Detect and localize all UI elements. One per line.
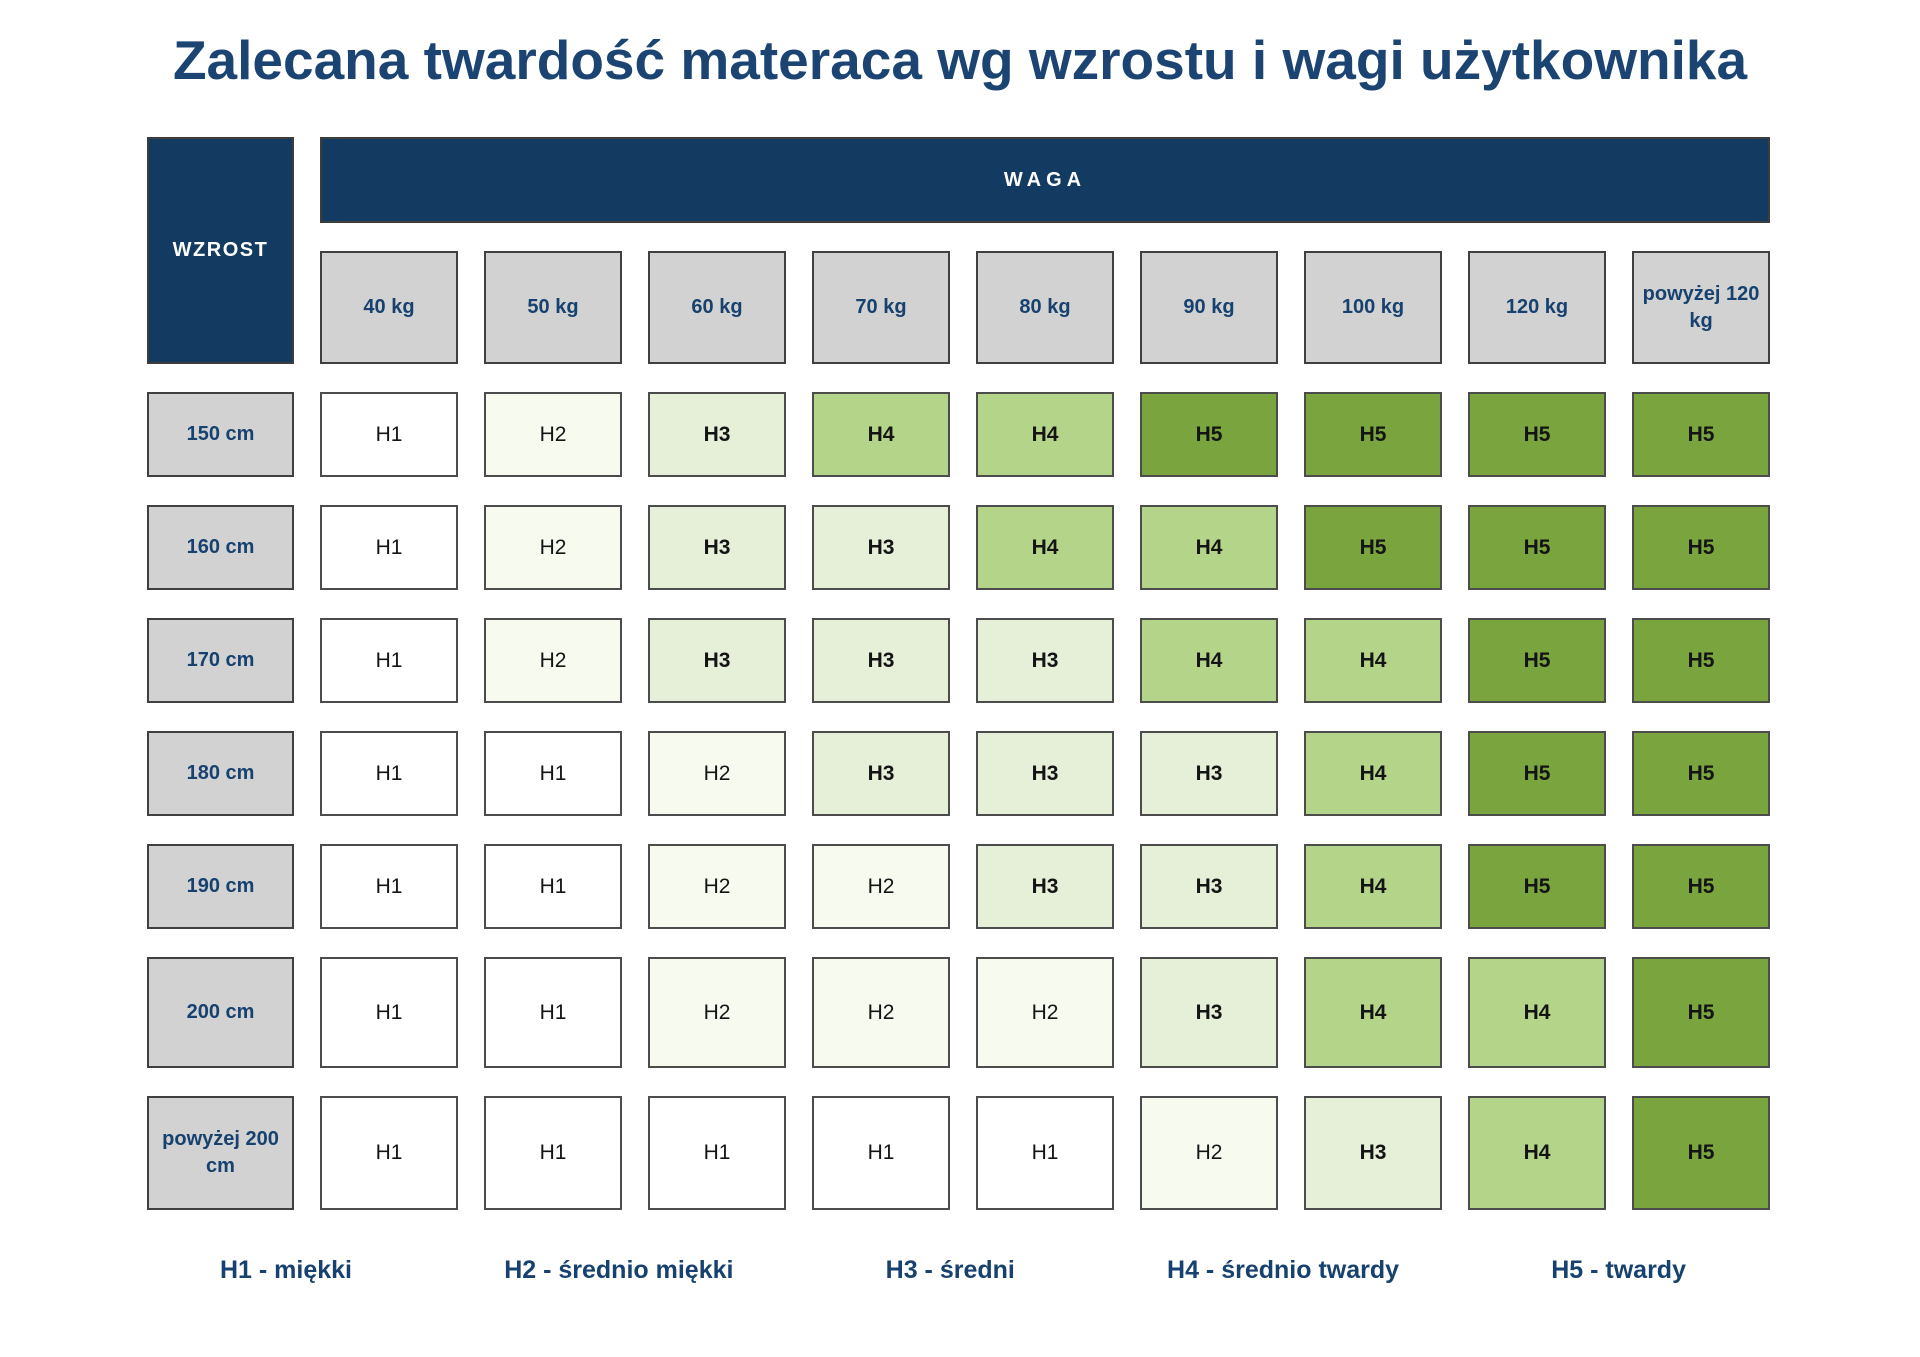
- firmness-cell: H1: [648, 1096, 786, 1210]
- weight-column-header: 100 kg: [1304, 251, 1442, 364]
- height-row-header: 170 cm: [147, 618, 294, 703]
- firmness-cell: H5: [1468, 844, 1606, 929]
- firmness-cell: H1: [320, 731, 458, 816]
- firmness-cell: H5: [1468, 731, 1606, 816]
- weight-column-header: powyżej 120 kg: [1632, 251, 1770, 364]
- legend-item: H4 - średnio twardy: [1167, 1256, 1400, 1284]
- firmness-cell: H4: [1140, 618, 1278, 703]
- firmness-cell: H3: [812, 618, 950, 703]
- legend-item: H1 - miękki: [220, 1256, 353, 1284]
- firmness-cell: H5: [1304, 392, 1442, 477]
- firmness-cell: H3: [648, 618, 786, 703]
- firmness-cell: H2: [1140, 1096, 1278, 1210]
- firmness-cell: H5: [1632, 957, 1770, 1068]
- firmness-cell: H1: [484, 844, 622, 929]
- firmness-cell: H2: [976, 957, 1114, 1068]
- firmness-cell: H2: [648, 731, 786, 816]
- firmness-cell: H4: [1140, 505, 1278, 590]
- firmness-cell: H5: [1468, 505, 1606, 590]
- firmness-cell: H1: [976, 1096, 1114, 1210]
- weight-axis-header: WAGA: [320, 137, 1770, 223]
- firmness-cell: H1: [320, 1096, 458, 1210]
- firmness-cell: H1: [484, 1096, 622, 1210]
- firmness-cell: H1: [320, 844, 458, 929]
- firmness-cell: H4: [976, 392, 1114, 477]
- weight-column-header: 80 kg: [976, 251, 1114, 364]
- weight-column-header: 40 kg: [320, 251, 458, 364]
- firmness-cell: H3: [648, 505, 786, 590]
- height-row-header: powyżej 200 cm: [147, 1096, 294, 1210]
- weight-column-header: 60 kg: [648, 251, 786, 364]
- height-row-header: 180 cm: [147, 731, 294, 816]
- firmness-cell: H3: [1140, 731, 1278, 816]
- firmness-cell: H3: [648, 392, 786, 477]
- firmness-cell: H3: [812, 505, 950, 590]
- weight-column-header: 90 kg: [1140, 251, 1278, 364]
- firmness-cell: H2: [812, 957, 950, 1068]
- firmness-cell: H1: [320, 957, 458, 1068]
- firmness-cell: H5: [1632, 505, 1770, 590]
- legend-item: H2 - średnio miękki: [504, 1256, 734, 1284]
- firmness-cell: H5: [1468, 392, 1606, 477]
- firmness-cell: H5: [1140, 392, 1278, 477]
- weight-column-header: 120 kg: [1468, 251, 1606, 364]
- firmness-cell: H3: [1140, 957, 1278, 1068]
- height-row-header: 190 cm: [147, 844, 294, 929]
- height-row-header: 200 cm: [147, 957, 294, 1068]
- page-title: Zalecana twardość materaca wg wzrostu i …: [172, 29, 1748, 91]
- firmness-cell: H4: [976, 505, 1114, 590]
- firmness-cell: H4: [1304, 618, 1442, 703]
- firmness-cell: H5: [1632, 731, 1770, 816]
- firmness-cell: H2: [812, 844, 950, 929]
- firmness-cell: H4: [812, 392, 950, 477]
- firmness-cell: H2: [484, 392, 622, 477]
- firmness-cell: H4: [1304, 957, 1442, 1068]
- firmness-cell: H3: [1140, 844, 1278, 929]
- firmness-cell: H1: [812, 1096, 950, 1210]
- firmness-cell: H1: [484, 731, 622, 816]
- firmness-cell: H1: [484, 957, 622, 1068]
- firmness-cell: H3: [976, 844, 1114, 929]
- height-row-header: 160 cm: [147, 505, 294, 590]
- firmness-legend: H1 - miękki H2 - średnio miękki H3 - średn…: [220, 1256, 1686, 1285]
- firmness-cell: H5: [1304, 505, 1442, 590]
- firmness-cell: H3: [812, 731, 950, 816]
- firmness-cell: H5: [1632, 844, 1770, 929]
- firmness-cell: H3: [976, 618, 1114, 703]
- firmness-cell: H4: [1468, 1096, 1606, 1210]
- firmness-cell: H3: [976, 731, 1114, 816]
- height-axis-header: WZROST: [147, 137, 294, 364]
- firmness-cell: H5: [1468, 618, 1606, 703]
- firmness-cell: H3: [1304, 1096, 1442, 1210]
- legend-item: H5 - twardy: [1551, 1256, 1686, 1284]
- firmness-cell: H1: [320, 392, 458, 477]
- firmness-cell: H2: [484, 505, 622, 590]
- firmness-cell: H4: [1468, 957, 1606, 1068]
- matrix-grid: WZROST WAGA 40 kg 50 kg 60 kg 70 kg 80 kg 90 …: [147, 137, 1770, 1210]
- firmness-cell: H2: [484, 618, 622, 703]
- weight-column-header: 70 kg: [812, 251, 950, 364]
- firmness-cell: H5: [1632, 618, 1770, 703]
- firmness-cell: H2: [648, 844, 786, 929]
- firmness-cell: H5: [1632, 1096, 1770, 1210]
- firmness-cell: H5: [1632, 392, 1770, 477]
- firmness-cell: H2: [648, 957, 786, 1068]
- firmness-cell: H4: [1304, 844, 1442, 929]
- height-row-header: 150 cm: [147, 392, 294, 477]
- firmness-cell: H1: [320, 505, 458, 590]
- firmness-cell: H1: [320, 618, 458, 703]
- legend-item: H3 - średni: [885, 1256, 1015, 1284]
- firmness-cell: H4: [1304, 731, 1442, 816]
- weight-column-header: 50 kg: [484, 251, 622, 364]
